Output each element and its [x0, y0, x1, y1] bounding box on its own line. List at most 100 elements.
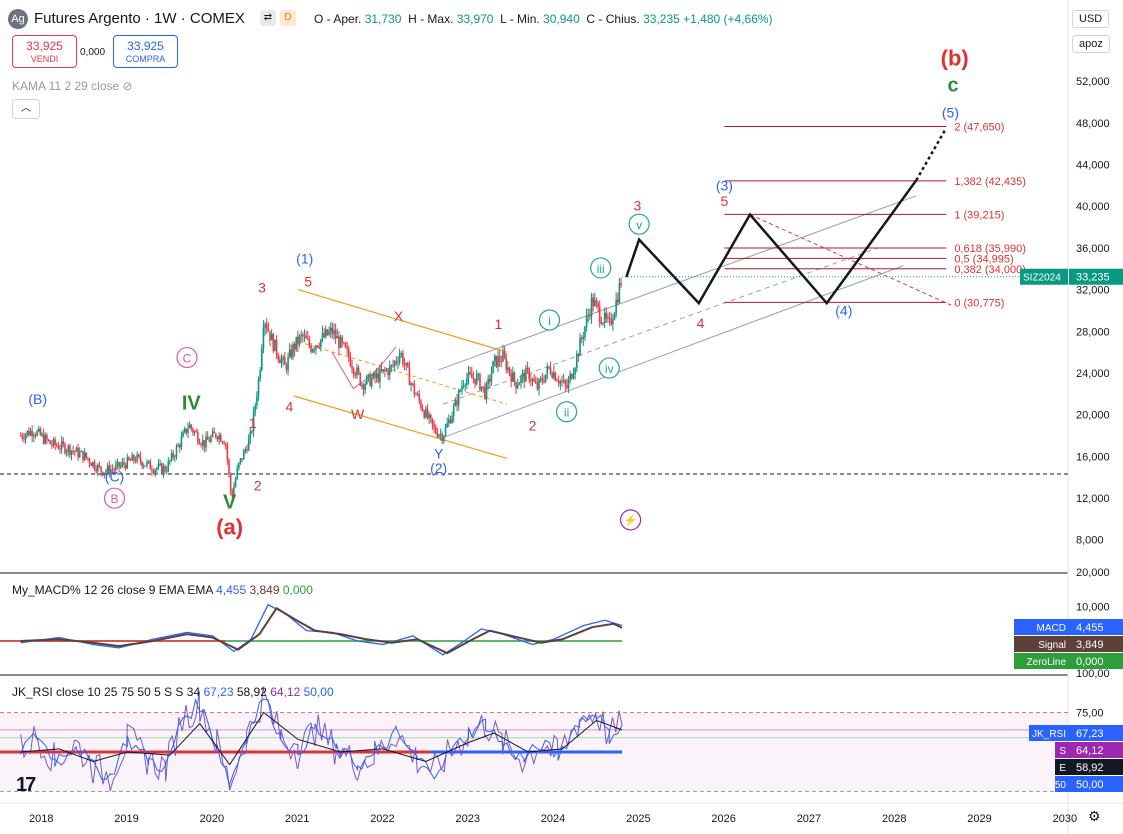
- projection-dotted: [915, 127, 948, 181]
- candle-body: [146, 461, 148, 466]
- tradingview-logo[interactable]: 17: [16, 774, 36, 796]
- candle-body: [195, 431, 197, 433]
- silver-icon: Ag: [8, 9, 28, 29]
- wave-label-circle: [598, 357, 620, 379]
- candle-body: [41, 433, 43, 436]
- time-tick-label: 2029: [967, 813, 991, 825]
- candle-body: [292, 344, 294, 358]
- candle-body: [557, 381, 560, 384]
- wave-label: (1): [296, 251, 313, 267]
- candle-body: [295, 336, 298, 350]
- candle-body: [206, 436, 209, 441]
- candle-body: [493, 355, 496, 362]
- candle-body: [533, 378, 535, 382]
- hidden-eye-icon[interactable]: ⊘: [122, 79, 133, 93]
- candle-body: [492, 361, 494, 374]
- scale-select[interactable]: apoz: [1072, 35, 1110, 53]
- candle-body: [484, 386, 486, 399]
- candle-body: [598, 306, 601, 322]
- chevron-up-icon[interactable]: ︿: [12, 99, 40, 119]
- candle-body: [290, 349, 293, 358]
- rsi-legend[interactable]: JK_RSI close 10 25 75 50 5 S S 34 67,23 …: [12, 685, 334, 699]
- candle-body: [516, 385, 519, 389]
- candle-body: [183, 428, 186, 433]
- candle-body: [415, 394, 417, 396]
- rsi-value-label: 50,00: [1076, 779, 1104, 791]
- candle-body: [69, 445, 71, 455]
- candle-body: [331, 327, 334, 335]
- candle-body: [351, 365, 353, 369]
- candle-body: [182, 432, 184, 437]
- candle-body: [47, 439, 50, 441]
- candle-body: [297, 336, 299, 345]
- compare-badge[interactable]: ⇄: [260, 10, 276, 26]
- spread-value: 0,000: [80, 47, 106, 58]
- wave-label: W: [351, 406, 365, 422]
- candle-body: [346, 347, 348, 350]
- candle-body: [277, 354, 280, 360]
- fib-level-label: 0,618 (35,990): [954, 243, 1026, 255]
- kama-indicator-label[interactable]: KAMA 11 2 29 close ⊘: [12, 79, 133, 93]
- candle-body: [318, 346, 321, 348]
- rsi-value-bg: [1069, 725, 1123, 741]
- candle-body: [457, 390, 460, 406]
- candle-body: [375, 373, 378, 378]
- candle-body: [341, 336, 343, 343]
- candle-body: [82, 450, 84, 461]
- last-price-bg: [1069, 268, 1123, 285]
- currency-select[interactable]: USD: [1072, 10, 1110, 28]
- candle-body: [303, 335, 306, 337]
- candle-body: [508, 367, 511, 374]
- time-tick-label: 2021: [285, 813, 309, 825]
- wave-label-circle: [628, 213, 650, 235]
- candle-body: [123, 462, 125, 465]
- candle-body: [101, 471, 104, 476]
- candle-body: [536, 383, 539, 390]
- candle-body: [167, 460, 170, 471]
- macd-tick-label: 10,000: [1076, 602, 1110, 614]
- candle-body: [361, 384, 363, 386]
- candle-body: [203, 440, 206, 448]
- candle-body: [503, 351, 506, 358]
- candle-body: [252, 411, 255, 432]
- candle-body: [29, 430, 32, 436]
- price-tick-label: 24,000: [1076, 368, 1110, 380]
- projection-path: [625, 179, 918, 306]
- candle-body: [108, 465, 111, 474]
- candle-body: [85, 452, 88, 458]
- candle-body: [251, 431, 253, 433]
- candle-body: [608, 317, 611, 319]
- wave-label: 3: [258, 280, 266, 296]
- candle-body: [149, 461, 152, 470]
- candle-body: [201, 440, 204, 446]
- candle-body: [124, 464, 127, 469]
- candle-body: [59, 448, 61, 450]
- candle-body: [90, 463, 93, 466]
- candle-body: [577, 354, 580, 357]
- candle-body: [372, 372, 375, 379]
- sell-button[interactable]: 33,925 VENDI: [12, 35, 77, 68]
- rsi-tag-bg: [1029, 725, 1069, 741]
- candle-body: [70, 450, 73, 455]
- candle-body: [505, 357, 508, 370]
- channel-line: [438, 195, 917, 371]
- candle-body: [115, 465, 117, 470]
- candle-body: [456, 400, 458, 406]
- candle-body: [244, 449, 247, 451]
- candle-body: [592, 297, 594, 307]
- macd-legend[interactable]: My_MACD% 12 26 close 9 EMA EMA 4,455 3,8…: [12, 583, 313, 597]
- symbol-title[interactable]: Futures Argento · 1W · COMEX: [34, 10, 245, 27]
- candle-body: [395, 361, 398, 363]
- gear-icon[interactable]: ⚙: [1088, 808, 1101, 824]
- candle-body: [551, 373, 553, 378]
- candle-body: [275, 339, 278, 355]
- candle-body: [380, 368, 383, 372]
- candle-body: [470, 373, 473, 379]
- candle-body: [466, 378, 468, 385]
- price-tick-label: 40,000: [1076, 201, 1110, 213]
- buy-button[interactable]: 33,925 COMPRA: [113, 35, 178, 68]
- delay-badge[interactable]: D: [280, 10, 296, 26]
- candle-body: [597, 302, 599, 307]
- candle-body: [78, 452, 81, 458]
